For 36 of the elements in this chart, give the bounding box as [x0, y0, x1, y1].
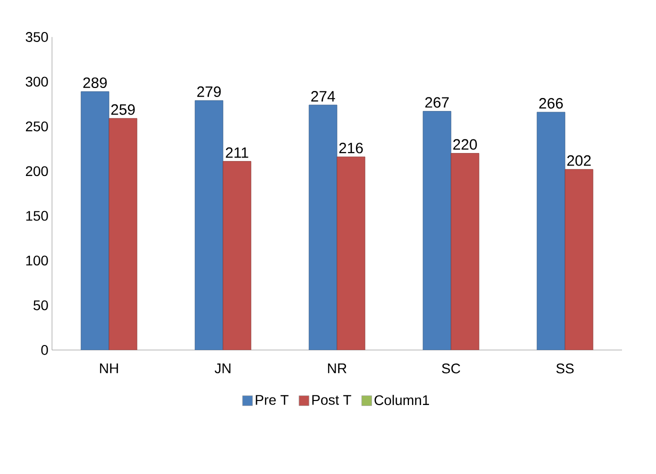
data-label: 202: [567, 155, 591, 166]
y-tick-label: 150: [26, 210, 48, 221]
legend-label: Column1: [374, 394, 430, 406]
y-tick-label: 200: [26, 166, 48, 176]
legend-label: Pre T: [256, 395, 288, 405]
legend-label: Post T: [312, 395, 352, 405]
data-label: 266: [539, 98, 563, 109]
bar: [194, 100, 224, 350]
data-label: 259: [111, 104, 135, 115]
bar: [80, 91, 110, 350]
data-label: 289: [83, 77, 107, 88]
bar: [450, 153, 480, 350]
data-label: 267: [425, 97, 449, 108]
bar: [536, 112, 566, 350]
bar: [336, 156, 366, 350]
data-label: 216: [339, 142, 363, 154]
bar: [422, 111, 452, 350]
x-tick-label: JN: [214, 364, 230, 374]
bar: [564, 169, 594, 350]
x-tick-label: NR: [328, 364, 346, 374]
data-label: 211: [226, 147, 248, 158]
x-tick-label: SS: [556, 364, 574, 374]
y-tick-label: 250: [26, 121, 48, 132]
bar: [308, 104, 338, 350]
y-tick-label: 50: [34, 300, 48, 310]
y-tick-label: 350: [26, 32, 48, 42]
data-label: 274: [311, 91, 336, 102]
y-tick-label: 300: [26, 76, 48, 87]
y-tick-label: 0: [41, 345, 48, 355]
data-label: 220: [453, 139, 477, 150]
x-tick-label: SC: [442, 364, 460, 374]
bar: [108, 118, 138, 350]
y-tick-label: 100: [26, 256, 48, 266]
bar: [222, 161, 252, 350]
x-tick-label: NH: [100, 364, 118, 374]
data-label: 279: [197, 86, 221, 97]
